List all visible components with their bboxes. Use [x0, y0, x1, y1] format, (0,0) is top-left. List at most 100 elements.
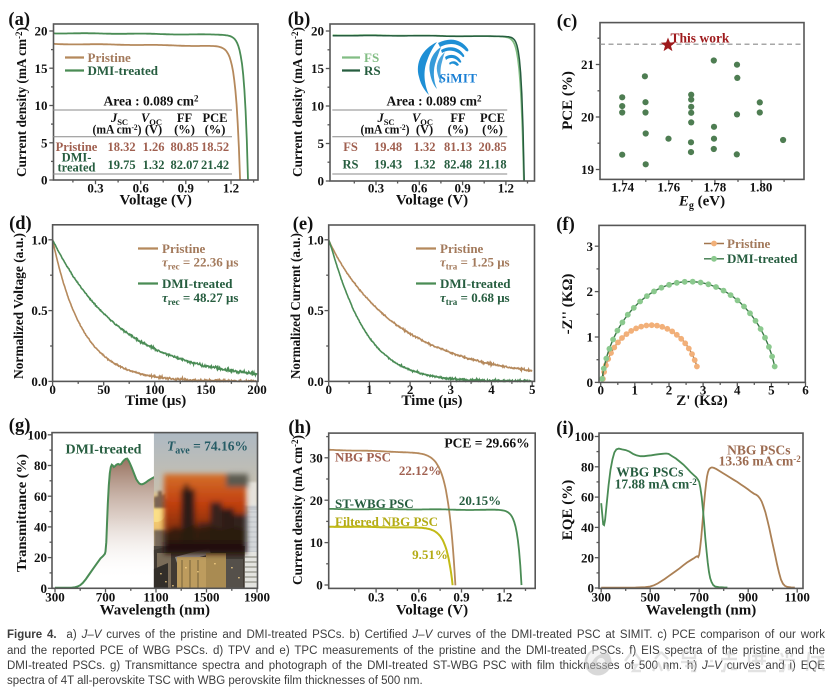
svg-text:(V): (V)	[416, 123, 433, 137]
svg-text:4: 4	[734, 382, 741, 397]
svg-text:WBG PSCs: WBG PSCs	[616, 464, 683, 479]
svg-text:0: 0	[588, 581, 595, 596]
svg-text:80: 80	[34, 458, 47, 473]
svg-text:Current density (mA cm-2): Current density (mA cm-2)	[14, 27, 29, 177]
svg-text:20: 20	[581, 550, 594, 565]
svg-text:(i): (i)	[556, 419, 573, 439]
svg-text:1100: 1100	[785, 590, 810, 605]
svg-text:DMI-treated: DMI-treated	[66, 443, 142, 458]
svg-text:JSC: JSC	[110, 111, 128, 127]
svg-text:ST-WBG PSC: ST-WBG PSC	[335, 496, 414, 511]
svg-text:FS: FS	[343, 140, 358, 154]
svg-text:DMI-treated: DMI-treated	[162, 276, 233, 291]
svg-text:(mA cm-2): (mA cm-2)	[361, 123, 410, 137]
svg-text:0.3: 0.3	[368, 180, 385, 195]
svg-text:Normalized Current (a.u.): Normalized Current (a.u.)	[288, 233, 303, 379]
svg-text:1.26: 1.26	[143, 140, 165, 154]
svg-text:1.2: 1.2	[496, 590, 512, 605]
svg-text:(c): (c)	[557, 12, 578, 32]
svg-text:21: 21	[581, 57, 594, 72]
svg-text:19.75: 19.75	[107, 158, 135, 172]
svg-text:60: 60	[34, 489, 47, 504]
svg-text:2: 2	[666, 382, 673, 397]
svg-text:RS: RS	[343, 158, 359, 172]
svg-text:0.6: 0.6	[411, 180, 428, 195]
svg-text:4: 4	[488, 382, 495, 397]
svg-text:0: 0	[41, 581, 48, 596]
svg-text:0.5: 0.5	[307, 303, 324, 318]
svg-text:18.32: 18.32	[107, 140, 135, 154]
svg-text:DMI-treated: DMI-treated	[727, 251, 798, 266]
svg-text:Area : 0.089 cm2: Area : 0.089 cm2	[387, 94, 482, 109]
svg-text:13.36 mA cm-2: 13.36 mA cm-2	[719, 453, 802, 468]
svg-text:Tave = 74.16%: Tave = 74.16%	[167, 439, 248, 457]
svg-text:Normalized Voltage (a.u.): Normalized Voltage (a.u.)	[11, 233, 26, 379]
svg-text:PCE: PCE	[480, 111, 505, 125]
svg-text:40: 40	[34, 520, 47, 535]
svg-text:Area : 0.089 cm2: Area : 0.089 cm2	[104, 94, 199, 109]
svg-text:0.6: 0.6	[411, 590, 428, 605]
svg-text:0.9: 0.9	[453, 590, 470, 605]
svg-text:(d): (d)	[9, 214, 32, 234]
svg-text:2: 2	[407, 382, 414, 397]
svg-text:20: 20	[311, 24, 324, 39]
svg-text:200: 200	[247, 382, 267, 397]
svg-text:10: 10	[310, 535, 323, 550]
svg-text:DMI-treated: DMI-treated	[440, 276, 511, 291]
svg-text:0: 0	[49, 382, 56, 397]
svg-text:20: 20	[34, 550, 47, 565]
svg-text:700: 700	[689, 590, 709, 605]
svg-text:100: 100	[575, 429, 595, 444]
svg-text:(%): (%)	[448, 123, 469, 137]
svg-text:0: 0	[41, 173, 48, 188]
svg-text:0: 0	[316, 578, 323, 593]
svg-text:19: 19	[581, 162, 595, 177]
svg-text:81.13: 81.13	[444, 140, 472, 154]
svg-text:τtra = 0.68 μs: τtra = 0.68 μs	[440, 290, 510, 307]
svg-text:19.43: 19.43	[374, 158, 402, 172]
svg-text:0.0: 0.0	[307, 374, 323, 389]
svg-text:PCE (%): PCE (%)	[560, 71, 576, 130]
svg-text:15: 15	[311, 61, 325, 76]
svg-text:1.32: 1.32	[414, 140, 436, 154]
svg-text:VOC: VOC	[412, 111, 433, 127]
svg-text:50: 50	[97, 382, 110, 397]
svg-text:1500: 1500	[194, 590, 220, 605]
svg-text:1: 1	[587, 330, 594, 345]
svg-text:DMI-treated: DMI-treated	[88, 63, 159, 78]
svg-text:2: 2	[587, 284, 594, 299]
svg-text:NBG PSCs: NBG PSCs	[727, 442, 790, 457]
svg-text:30: 30	[310, 450, 323, 465]
svg-text:700: 700	[96, 590, 116, 605]
svg-text:1.0: 1.0	[31, 232, 47, 247]
svg-text:Pristine: Pristine	[88, 50, 132, 65]
svg-text:-Z'' (KΩ): -Z'' (KΩ)	[560, 274, 576, 335]
svg-text:(g): (g)	[9, 416, 31, 436]
svg-text:22.12%: 22.12%	[399, 463, 441, 478]
svg-text:(a): (a)	[8, 10, 30, 30]
svg-text:3: 3	[700, 382, 707, 397]
svg-text:Pristine: Pristine	[162, 241, 206, 256]
svg-text:1.32: 1.32	[143, 158, 165, 172]
svg-text:20: 20	[310, 493, 323, 508]
svg-text:150: 150	[196, 382, 216, 397]
svg-text:Pristine: Pristine	[56, 140, 98, 154]
svg-text:FF: FF	[177, 111, 193, 125]
svg-text:100: 100	[145, 382, 165, 397]
svg-text:PCE: PCE	[203, 111, 228, 125]
svg-text:1100: 1100	[143, 590, 168, 605]
svg-text:0.9: 0.9	[178, 180, 195, 195]
svg-text:21.42: 21.42	[201, 158, 229, 172]
svg-text:Transmittance (%): Transmittance (%)	[14, 454, 29, 572]
svg-text:5: 5	[529, 382, 536, 397]
svg-text:Time (μs): Time (μs)	[125, 393, 186, 409]
svg-text:τtra = 1.25 μs: τtra = 1.25 μs	[440, 255, 510, 272]
svg-text:15: 15	[35, 61, 49, 76]
svg-text:EQE (%): EQE (%)	[560, 480, 576, 540]
svg-text:100: 100	[28, 427, 48, 442]
svg-text:10: 10	[311, 99, 324, 114]
svg-text:0: 0	[597, 382, 604, 397]
svg-text:80: 80	[581, 459, 594, 474]
svg-text:1.32: 1.32	[414, 158, 436, 172]
svg-text:20: 20	[581, 110, 594, 125]
